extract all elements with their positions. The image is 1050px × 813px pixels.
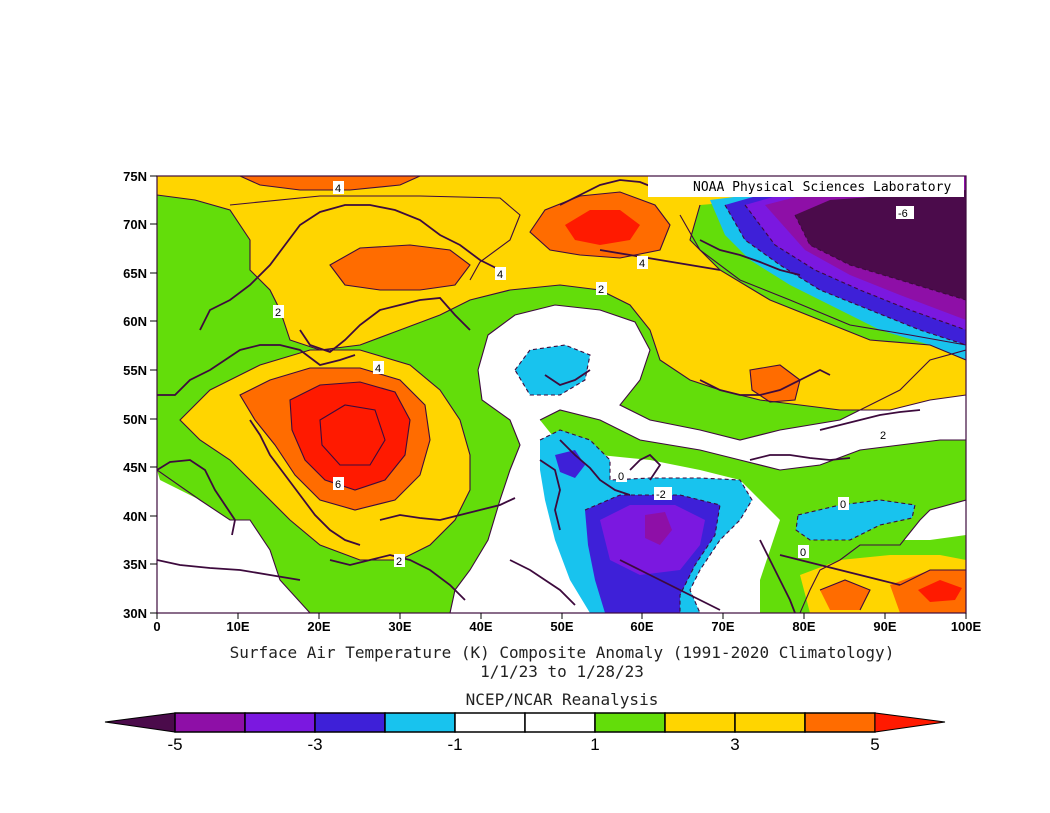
- lat-tick-label: 35N: [123, 557, 147, 572]
- contour-label: -6: [898, 208, 908, 220]
- anomaly-plus4-region-scandinavia: [330, 245, 470, 290]
- credit-box: [648, 176, 964, 197]
- lon-tick-label: 80E: [792, 619, 815, 634]
- anomaly-field: 4 4 4 2 2 -6 4 6 2 2 0 -2 0 0: [157, 176, 966, 613]
- lat-tick-label: 70N: [123, 217, 147, 232]
- colorbar-swatch: [734, 712, 806, 733]
- colorbar-tick-label: -5: [167, 735, 182, 754]
- lon-tick-label: 60E: [630, 619, 653, 634]
- lon-tick-label: 20E: [307, 619, 330, 634]
- contour-label: 4: [335, 183, 341, 195]
- colorbar-right-arrow: [874, 712, 946, 733]
- colorbar-swatch: [244, 712, 316, 733]
- contour-lines: [157, 176, 966, 613]
- colorbar: -5 -3 -1 1 3 5: [104, 712, 946, 754]
- lat-tick-label: 40N: [123, 509, 147, 524]
- map-source: NCEP/NCAR Reanalysis: [466, 690, 659, 709]
- colorbar-swatch: [384, 712, 456, 733]
- lon-tick-label: 100E: [951, 619, 982, 634]
- lon-tick-label: 50E: [550, 619, 573, 634]
- colorbar-left-arrow: [104, 712, 176, 733]
- lon-tick-label: 90E: [873, 619, 896, 634]
- contour-label: 6: [335, 479, 341, 491]
- lat-tick-label: 60N: [123, 314, 147, 329]
- credit-label: NOAA Physical Sciences Laboratory: [693, 180, 951, 195]
- latitude-axis: 75N 70N 65N 60N 55N 50N 45N 40N 35N 30N: [123, 169, 157, 621]
- lon-tick-label: 10E: [226, 619, 249, 634]
- map-date-range: 1/1/23 to 1/28/23: [480, 662, 644, 681]
- contour-label-layer: 4 4 4 2 2 -6 4 6 2 2 0 -2 0 0: [273, 181, 914, 568]
- contour-label: 4: [497, 269, 503, 281]
- lon-tick-label: 30E: [388, 619, 411, 634]
- lat-tick-label: 75N: [123, 169, 147, 184]
- colorbar-tick-label: 5: [870, 735, 879, 754]
- lat-tick-label: 55N: [123, 363, 147, 378]
- coastlines: [157, 179, 921, 613]
- negative-contour-lines: [514, 204, 966, 613]
- anomaly-minus4-region-central-asia: [645, 512, 672, 545]
- lon-tick-label: 0: [153, 619, 160, 634]
- lat-tick-label: 50N: [123, 412, 147, 427]
- anomaly-minus1-region-east: [796, 500, 915, 540]
- colorbar-swatch: [454, 712, 526, 733]
- anomaly-minus6-region-ne: [795, 190, 966, 300]
- contour-label: 0: [840, 499, 846, 511]
- lon-tick-label: 70E: [711, 619, 734, 634]
- contour-label: 2: [396, 556, 402, 568]
- contour-label: 2: [275, 307, 281, 319]
- contour-label: 2: [598, 284, 604, 296]
- colorbar-swatch: [174, 712, 246, 733]
- colorbar-swatch: [524, 712, 596, 733]
- map-title: Surface Air Temperature (K) Composite An…: [230, 643, 895, 662]
- contour-label: 4: [375, 363, 381, 375]
- colorbar-tick-label: -3: [307, 735, 322, 754]
- longitude-axis: 0 10E 20E 30E 40E 50E 60E 70E 80E 90E 10…: [153, 613, 982, 634]
- anomaly-plus5-region-barents: [565, 210, 640, 245]
- colorbar-swatch: [664, 712, 736, 733]
- anomaly-plus2-region-north: [157, 176, 966, 410]
- contour-label: 0: [618, 471, 624, 483]
- lat-tick-label: 30N: [123, 606, 147, 621]
- contour-label: 2: [880, 430, 886, 442]
- colorbar-swatch: [804, 712, 876, 733]
- lon-tick-label: 40E: [469, 619, 492, 634]
- contour-label: 0: [800, 547, 806, 559]
- colorbar-tick-label: 1: [590, 735, 599, 754]
- anomaly-minus1-region-caspian-north: [515, 345, 590, 395]
- contour-label: -2: [656, 489, 666, 501]
- colorbar-swatch: [314, 712, 386, 733]
- contour-label: 4: [639, 258, 645, 270]
- colorbar-tick-label: 3: [730, 735, 739, 754]
- anomaly-plus5-region-se: [918, 580, 962, 602]
- colorbar-tick-label: -1: [447, 735, 462, 754]
- lat-tick-label: 65N: [123, 266, 147, 281]
- anomaly-plus4-region-siberia: [750, 365, 800, 402]
- colorbar-swatch: [594, 712, 666, 733]
- anomaly-plus4-region-se: [820, 570, 966, 613]
- anomaly-plus4-region-top: [240, 176, 420, 190]
- anomaly-plus5-region-europe: [290, 382, 410, 490]
- lat-tick-label: 45N: [123, 460, 147, 475]
